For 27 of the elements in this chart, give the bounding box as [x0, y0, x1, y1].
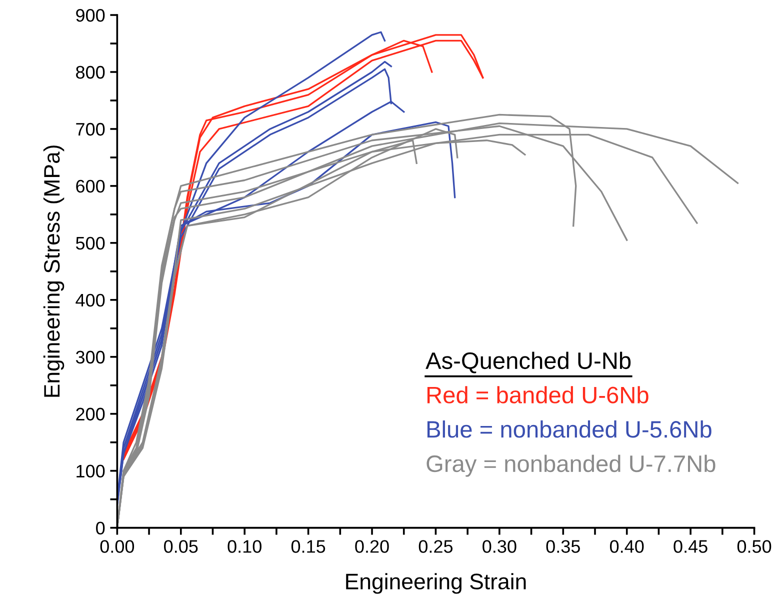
x-tick-label: 0.15 [291, 540, 326, 553]
x-tick-label: 0.50 [737, 540, 772, 553]
y-tick-label: 300 [76, 350, 105, 364]
y-tick-label: 900 [76, 8, 105, 22]
annotation: Red = banded U-6Nb [427, 386, 648, 404]
x-tick-label: 0.40 [610, 540, 644, 553]
annotation: Gray = nonbanded U-7.7Nb [426, 454, 716, 477]
y-axis-title: Engineering Stress (MPa) [43, 146, 64, 397]
annotation: As-Quenched U-Nb [426, 352, 631, 374]
x-tick-label: 0.05 [164, 540, 198, 553]
y-tick-label: 0 [96, 522, 105, 535]
y-tick-label: 800 [76, 66, 105, 79]
y-tick-label: 600 [76, 180, 105, 193]
x-tick-label: 0.30 [482, 540, 516, 553]
annotation: Blue = nonbanded U-5.6Nb [427, 420, 712, 438]
y-tick-label: 700 [76, 122, 105, 136]
y-tick-label: 500 [76, 236, 105, 250]
x-tick-label: 0.45 [674, 540, 708, 553]
y-tick-label: 200 [76, 408, 105, 421]
x-tick-label: 0.25 [418, 540, 453, 553]
x-tick-label: 0.10 [228, 540, 262, 553]
x-axis-title: Engineering Strain [346, 573, 526, 594]
x-tick-label: 0.00 [100, 540, 134, 553]
x-tick-label: 0.20 [355, 540, 389, 553]
y-tick-label: 100 [76, 464, 105, 478]
x-tick-label: 0.35 [546, 540, 580, 553]
y-tick-label: 400 [76, 294, 105, 307]
